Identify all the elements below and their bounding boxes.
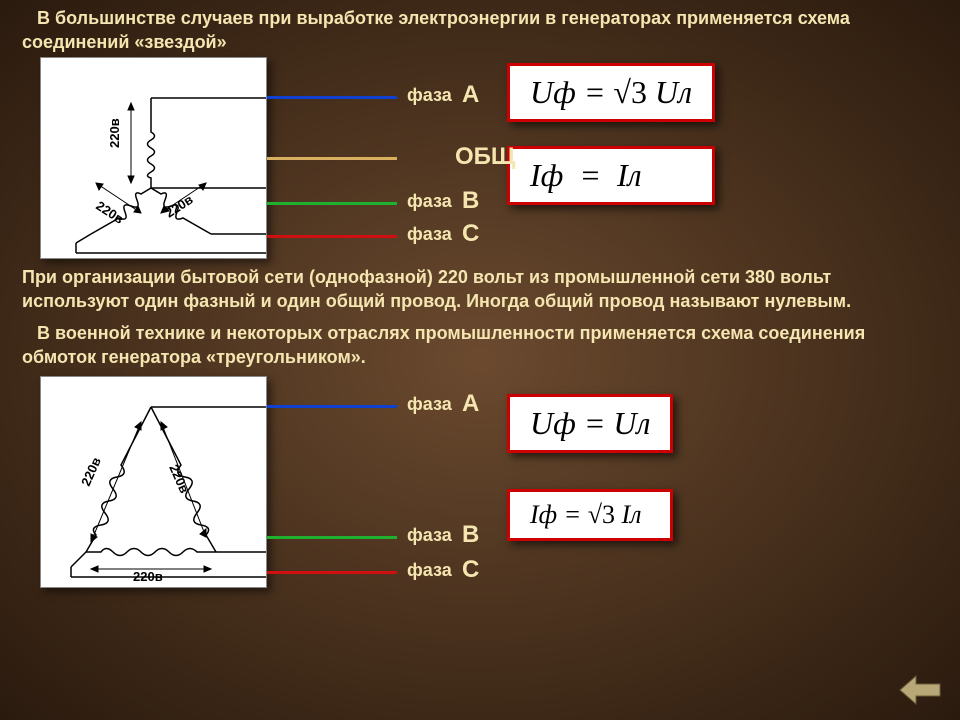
paragraph-household: При организации бытовой сети (однофазной…: [0, 259, 960, 316]
letter-a: А: [462, 81, 479, 109]
svg-text:220в: 220в: [162, 191, 195, 220]
wire-phase-c: [267, 235, 397, 238]
d-wire-phase-a: [267, 405, 397, 408]
formula-delta-voltage: Uф = Uл: [507, 394, 673, 453]
back-arrow-button[interactable]: [898, 672, 942, 708]
d-letter-a: А: [462, 390, 479, 418]
d-letter-c: С: [462, 556, 479, 584]
svg-text:220в: 220в: [78, 455, 104, 488]
paragraph-delta: В военной технике и некоторых отраслях п…: [0, 315, 960, 372]
formula-star-voltage: Uф = √3 Uл: [507, 63, 715, 122]
letter-b: В: [462, 187, 479, 215]
d-label-phase-b: фаза: [407, 525, 452, 546]
formula-star-current: Iф = Iл: [507, 146, 715, 205]
d-letter-b: В: [462, 521, 479, 549]
d-label-phase-c: фаза: [407, 560, 452, 581]
d-wire-phase-b: [267, 536, 397, 539]
wire-phase-a: [267, 96, 397, 99]
paragraph-intro-star: В большинстве случаев при выработке элек…: [0, 0, 960, 57]
svg-text:220в: 220в: [133, 569, 163, 584]
row-star: 220в 220в 220в фаза А ОБЩ фаза В фаза С …: [0, 57, 960, 259]
delta-wires: фаза А фаза В фаза С: [267, 376, 477, 586]
delta-formulas: Uф = Uл Iф = √3 Iл: [507, 394, 673, 541]
row-delta: 220в 220в 220в фаза А фаза В фаза С Uф =…: [0, 376, 960, 588]
letter-c: С: [462, 220, 479, 248]
label-phase-b: фаза: [407, 191, 452, 212]
wire-common: [267, 157, 397, 160]
d-wire-phase-c: [267, 571, 397, 574]
formula-delta-current: Iф = √3 Iл: [507, 489, 673, 541]
d-label-phase-a: фаза: [407, 394, 452, 415]
star-wires: фаза А ОБЩ фаза В фаза С: [267, 57, 477, 257]
label-phase-a: фаза: [407, 85, 452, 106]
wire-phase-b: [267, 202, 397, 205]
delta-diagram: 220в 220в 220в: [40, 376, 267, 588]
star-formulas: Uф = √3 Uл Iф = Iл: [507, 63, 715, 205]
svg-text:220в: 220в: [166, 462, 192, 495]
star-diagram: 220в 220в 220в: [40, 57, 267, 259]
label-phase-c: фаза: [407, 224, 452, 245]
svg-text:220в: 220в: [107, 118, 122, 148]
label-common: ОБЩ: [455, 143, 515, 171]
